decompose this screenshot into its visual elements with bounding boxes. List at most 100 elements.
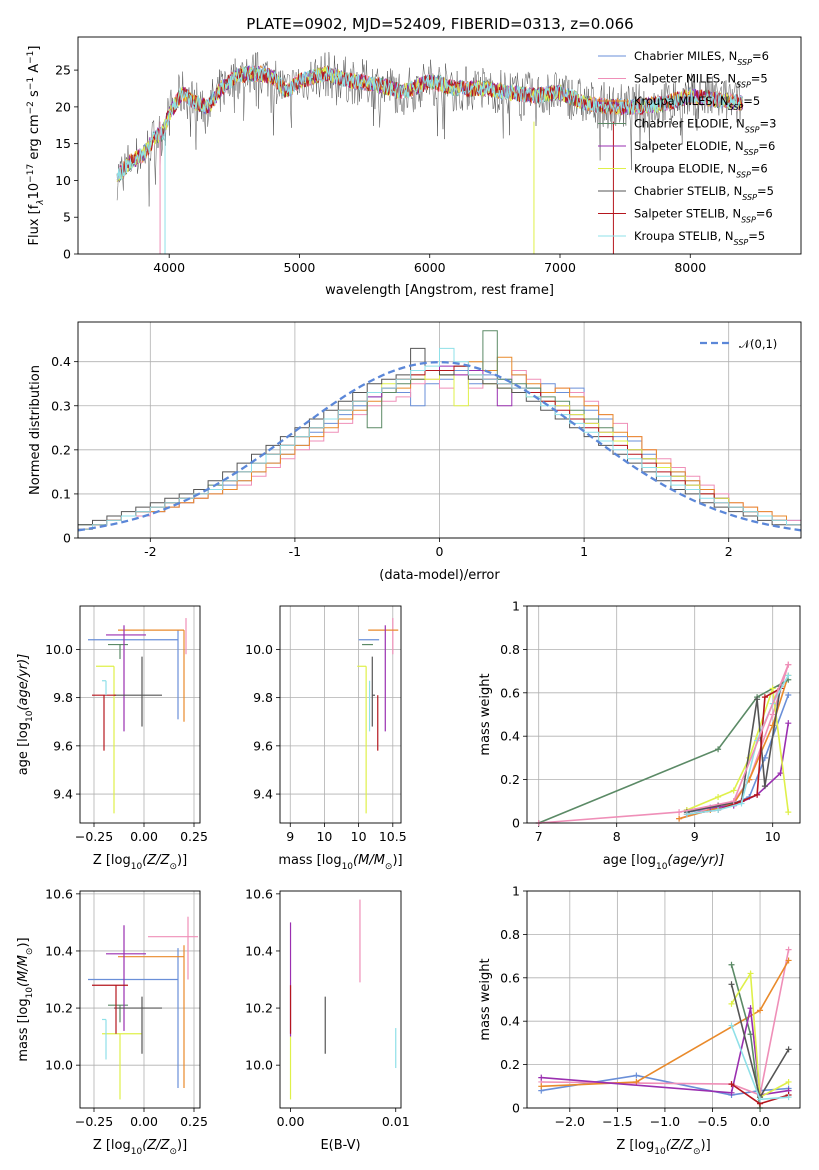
x-axis-label: Z [log10(Z/Z⊙)] [93,1138,187,1157]
x-axis-label-part: Z [log [93,1138,131,1153]
y-tick-label: 10.0 [45,1058,73,1073]
x-tick-label: 7 [535,829,543,844]
x-tick-label: 10 [351,829,367,844]
y-axis-label-part: −1 [26,77,36,90]
x-axis-label-part: 10 [656,862,668,872]
x-axis-label-part: )] [177,853,187,868]
y-tick-label: 9.6 [53,738,73,753]
y-tick-label: 0.8 [500,927,520,942]
x-tick-label: 0.00 [130,1114,158,1129]
weight-marker-salpeter_elodie [777,770,784,777]
legend-label-kroupa_miles: Kroupa MILES, NSSP=5 [634,94,760,112]
y-tick-label: 10.0 [245,642,273,657]
legend-label-main: Kroupa STELIB, N [634,229,734,243]
x-tick-label: 0.01 [382,1114,410,1129]
x-axis-label-part: (Z/Z [666,1138,694,1153]
axes-frame [526,890,801,1109]
y-axis-label-part: ] [27,46,42,51]
y-tick-label: 0 [512,816,520,831]
y-tick-label: 0.8 [500,642,520,657]
weight-marker-chabrier_elodie [728,961,735,968]
weight-marker-salpeter_elodie [785,720,792,727]
x-axis-label-part: (Z/Z [142,1138,170,1153]
y-tick-label: 10.0 [245,1058,273,1073]
legend-label-main: Salpeter ELODIE, N [634,139,744,153]
x-tick-label: 0.25 [180,829,208,844]
x-tick-label: 2 [725,544,733,559]
y-axis-label: Normed distribution [28,365,43,495]
figure-title: PLATE=0902, MJD=52409, FIBERID=0313, z=0… [246,15,633,33]
legend-label-sub: SSP [737,58,752,67]
y-tick-label: 10.0 [45,642,73,657]
weight-marker-chabrier_miles [785,691,792,698]
y-axis-label-part: )] [16,937,31,947]
y-axis-label: mass weight [478,673,493,755]
y-tick-label: 0.2 [500,1057,520,1072]
legend-label-chabrier_miles: Chabrier MILES, NSSP=6 [634,49,769,67]
y-tick-label: 20 [55,99,71,114]
weight-marker-salpeter_stelib [761,694,768,701]
axes-frame [77,321,802,539]
x-axis-label-part: ⊙ [693,1147,701,1157]
legend-label-kroupa_stelib: Kroupa STELIB, NSSP=5 [634,229,765,247]
x-tick-label: −1.5 [602,1114,632,1129]
legend-label-chabrier_stelib: Chabrier STELIB, NSSP=5 [634,184,774,202]
legend-label-tail: =6 [751,162,768,176]
weight-marker-kroupa_elodie [715,793,722,800]
y-axis-label-part: Flux [f [27,204,42,245]
y-tick-label: 5 [63,210,71,225]
x-tick-label: 6000 [414,260,446,275]
legend-label-sub: SSP [734,238,749,247]
weight-marker-chabrier_elodie [747,1031,754,1038]
weight-marker-kroupa_stelib [757,1096,764,1103]
weight-marker-kroupa_miles [757,1007,764,1014]
weight-marker-chabrier_elodie [715,746,722,753]
y-tick-label: 1 [512,884,520,899]
weight-marker-kroupa_miles [785,957,792,964]
weight-marker-kroupa_stelib [785,1094,792,1101]
panel-spectrum: 4000 5000 6000 7000 8000 0 5 10 15 20 25 wavelength… [26,36,802,298]
weight-line-kroupa_elodie [730,971,789,1099]
x-tick-label: 7000 [544,260,576,275]
panel-mass_weight_vs_z: −2.0 −1.5 −1.0 −0.5 0.0 0 0.2 0.4 0.6 0.8 1 Z [log1… [478,884,801,1157]
y-tick-label: 9.6 [253,738,273,753]
weight-marker-kroupa_elodie [785,1078,792,1085]
x-axis-label-part: age [log [603,853,656,868]
weight-marker-kroupa_elodie [747,970,754,977]
panel-age_vs_z: −0.25 0.00 0.259.49.69.810.0Z [log10(Z/Z⊙)… [16,605,208,872]
legend-label-sub: SSP [741,215,756,224]
y-tick-label: 25 [55,63,71,78]
weight-marker-kroupa_stelib [728,1022,735,1029]
y-axis-label-part: mass [log [16,998,31,1061]
x-axis-label-part: Z [log [93,853,131,868]
y-axis-label-part: −2 [26,101,36,114]
weight-marker-salpeter_elodie [728,1089,735,1096]
y-tick-label: 10 [55,173,71,188]
weight-line-kroupa_elodie [686,688,790,813]
x-axis-label: E(B-V) [320,1138,360,1153]
y-axis-label: mass weight [478,958,493,1040]
y-tick-label: 10.4 [245,943,273,958]
weight-marker-kroupa_miles [676,815,683,822]
axes-frame [79,890,201,1109]
y-axis-label-part: s [27,90,42,101]
weight-marker-salpeter_miles [676,809,683,816]
x-axis-label-part: 10 [131,1147,143,1157]
legend-label-sub: SSP [745,125,760,134]
weight-marker-salpeter_stelib [728,1081,735,1088]
y-tick-label: 0 [63,531,71,546]
y-tick-label: 10.2 [245,1001,273,1016]
y-tick-label: 9.8 [53,690,73,705]
y-tick-label: 0.4 [500,1014,520,1029]
y-tick-label: 1 [512,599,520,614]
legend-label-sub: SSP [736,170,751,179]
weight-marker-chabrier_stelib [761,783,768,790]
legend-label-sub: SSP [744,148,759,157]
y-axis-label-part: erg cm [27,114,42,163]
x-tick-label: 8000 [674,260,706,275]
x-axis-label-part: 10 [342,862,354,872]
legend-label-chabrier_elodie: Chabrier ELODIE, NSSP=3 [634,117,776,135]
weight-marker-kroupa_stelib [738,800,745,807]
legend-label-main: Kroupa MILES, N [634,94,729,108]
legend-label-tail: =5 [751,72,768,86]
